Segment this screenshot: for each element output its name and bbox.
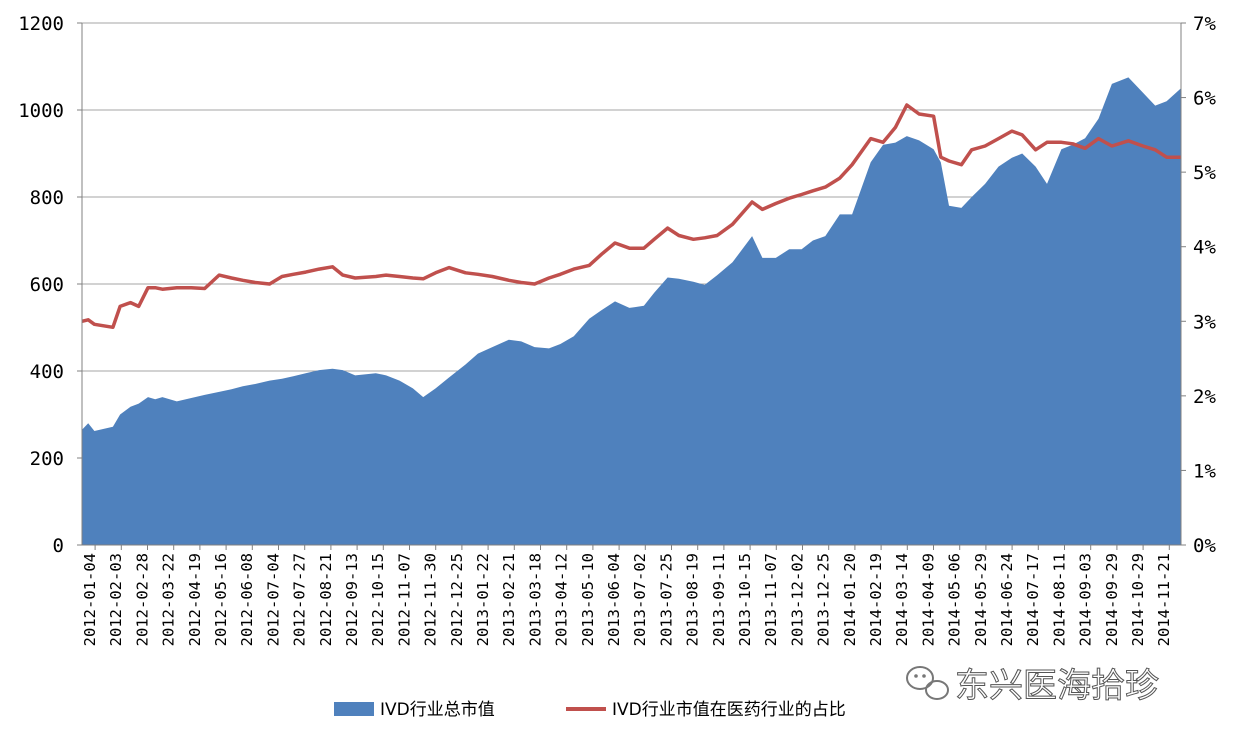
x-tick-label: 2014-05-29 <box>972 553 990 646</box>
x-tick-label: 2012-12-25 <box>448 553 466 646</box>
x-tick-label: 2013-07-02 <box>631 553 649 646</box>
x-tick-label: 2012-06-08 <box>238 553 256 646</box>
legend-area-swatch <box>334 702 374 716</box>
x-tick-label: 2012-11-30 <box>422 553 440 646</box>
x-tick-label: 2012-08-21 <box>317 553 335 646</box>
x-tick-label: 2014-06-24 <box>998 553 1016 646</box>
x-tick-label: 2013-09-11 <box>710 553 728 646</box>
x-tick-label: 2012-02-28 <box>133 553 151 646</box>
watermark-text: 东兴医海拾珍 <box>955 666 1159 706</box>
right-tick-label: 5% <box>1193 162 1216 184</box>
x-tick-label: 2014-11-21 <box>1155 553 1173 646</box>
x-tick-label: 2013-10-15 <box>736 553 754 646</box>
right-tick-label: 4% <box>1193 237 1216 259</box>
x-tick-label: 2014-02-19 <box>867 553 885 646</box>
x-tick-label: 2013-11-07 <box>762 553 780 646</box>
x-tick-label: 2013-04-12 <box>553 553 571 646</box>
x-tick-label: 2014-08-11 <box>1050 553 1068 646</box>
x-tick-label: 2012-11-07 <box>395 553 413 646</box>
right-tick-label: 7% <box>1193 13 1216 35</box>
x-tick-label: 2012-09-13 <box>343 553 361 646</box>
x-axis-ticks: 2012-01-04 2012-02-03 2012-02-28 2012-03-22… <box>81 545 1173 646</box>
left-tick-label: 800 <box>30 187 64 209</box>
legend-area-label: IVD行业总市值 <box>380 700 495 720</box>
right-tick-label: 6% <box>1193 88 1216 110</box>
x-tick-label: 2013-01-22 <box>474 553 492 646</box>
area-series-layer <box>82 77 1181 546</box>
x-tick-label: 2013-03-18 <box>526 553 544 646</box>
legend-line-label: IVD行业市值在医药行业的占比 <box>612 700 846 720</box>
right-tick-label: 1% <box>1193 460 1216 482</box>
x-tick-label: 2014-09-29 <box>1103 553 1121 646</box>
watermark: 东兴医海拾珍 <box>906 666 1160 707</box>
line-series-layer <box>81 103 1181 330</box>
left-tick-label: 400 <box>30 361 64 383</box>
left-tick-label: 0 <box>53 535 64 557</box>
x-tick-label: 2014-10-29 <box>1129 553 1147 646</box>
wechat-icon <box>906 666 949 700</box>
x-tick-label: 2013-08-19 <box>684 553 702 646</box>
right-tick-label: 2% <box>1193 386 1216 408</box>
left-tick-label: 200 <box>30 448 64 470</box>
x-tick-label: 2014-04-09 <box>919 553 937 646</box>
x-tick-label: 2013-12-25 <box>815 553 833 646</box>
left-tick-label: 1000 <box>18 100 64 122</box>
x-tick-label: 2012-07-04 <box>264 553 282 646</box>
x-tick-label: 2014-01-20 <box>841 553 859 646</box>
area-series-ivd-market-cap <box>82 77 1181 546</box>
line-series-ivd-share <box>81 103 1181 330</box>
x-tick-label: 2014-03-14 <box>893 553 911 646</box>
x-tick-label: 2013-05-10 <box>579 553 597 646</box>
x-tick-label: 2012-05-16 <box>212 553 230 646</box>
right-tick-label: 3% <box>1193 311 1216 333</box>
legend: IVD行业总市值 IVD行业市值在医药行业的占比 <box>334 700 846 720</box>
x-tick-label: 2013-07-25 <box>657 553 675 646</box>
right-tick-label: 0% <box>1193 535 1216 557</box>
x-tick-label: 2012-02-03 <box>107 553 125 646</box>
x-tick-label: 2012-10-15 <box>369 553 387 646</box>
x-tick-label: 2013-12-02 <box>788 553 806 646</box>
x-tick-label: 2013-02-21 <box>500 553 518 646</box>
x-tick-label: 2013-06-04 <box>605 553 623 646</box>
left-axis-ticks: 0 200 400 600 800 1000 1200 <box>18 13 82 557</box>
left-tick-label: 600 <box>30 274 64 296</box>
left-tick-label: 1200 <box>18 13 64 35</box>
x-tick-label: 2014-07-17 <box>1024 553 1042 646</box>
x-tick-label: 2014-05-06 <box>946 553 964 646</box>
x-tick-label: 2012-04-19 <box>186 553 204 646</box>
x-tick-label: 2012-03-22 <box>160 553 178 646</box>
x-tick-label: 2012-07-27 <box>291 553 309 646</box>
right-axis-ticks: 0% 1% 2% 3% 4% 5% 6% 7% <box>1181 13 1216 557</box>
x-tick-label: 2012-01-04 <box>81 553 99 646</box>
x-tick-label: 2014-09-03 <box>1077 553 1095 646</box>
